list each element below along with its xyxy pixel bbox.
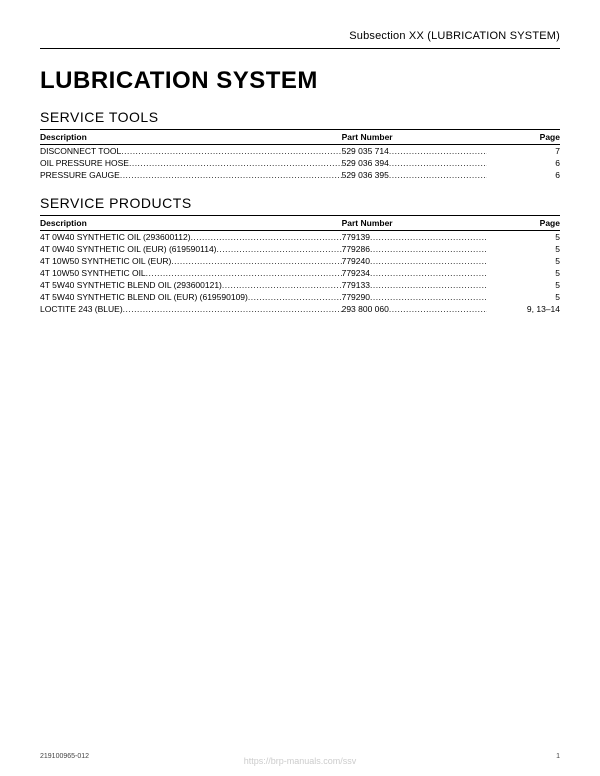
products-table: Description Part Number Page 4T 0W40 SYN…	[40, 215, 560, 315]
row-page: 5	[487, 256, 560, 266]
row-part-number: 293 800 060	[342, 304, 389, 314]
leader	[370, 256, 487, 266]
col-part-label: Part Number	[342, 218, 488, 228]
leader	[370, 292, 487, 302]
leader	[129, 158, 342, 168]
table-row: 4T 0W40 SYNTHETIC OIL (EUR) (619590114) 7…	[40, 243, 560, 255]
section-heading-products: SERVICE PRODUCTS	[40, 195, 560, 211]
table-row: 4T 10W50 SYNTHETIC OIL (EUR) 779240 5	[40, 255, 560, 267]
row-description: DISCONNECT TOOL	[40, 146, 121, 156]
leader	[146, 268, 342, 278]
header-rule	[40, 48, 560, 49]
row-part-number: 529 035 714	[342, 146, 389, 156]
row-page: 5	[487, 292, 560, 302]
leader	[121, 146, 341, 156]
row-page: 5	[487, 280, 560, 290]
table-row: 4T 5W40 SYNTHETIC BLEND OIL (293600121) 7…	[40, 279, 560, 291]
leader	[370, 244, 487, 254]
row-part-number: 779240	[342, 256, 370, 266]
leader	[217, 244, 342, 254]
row-page: 5	[487, 244, 560, 254]
leader	[370, 232, 487, 242]
row-description: LOCTITE 243 (BLUE)	[40, 304, 123, 314]
row-description: 4T 0W40 SYNTHETIC OIL (EUR) (619590114)	[40, 244, 217, 254]
leader	[370, 268, 487, 278]
products-table-header: Description Part Number Page	[40, 215, 560, 231]
tools-table-header: Description Part Number Page	[40, 129, 560, 145]
row-page: 5	[487, 232, 560, 242]
leader	[370, 280, 487, 290]
leader	[389, 170, 487, 180]
leader	[389, 146, 487, 156]
col-part-label: Part Number	[342, 132, 488, 142]
col-page-label: Page	[487, 132, 560, 142]
row-part-number: 529 036 394	[342, 158, 389, 168]
row-page: 7	[487, 146, 560, 156]
row-part-number: 779133	[342, 280, 370, 290]
subsection-header: Subsection XX (LUBRICATION SYSTEM)	[40, 30, 560, 42]
page-title: LUBRICATION SYSTEM	[40, 67, 560, 95]
leader	[171, 256, 341, 266]
col-desc-label: Description	[40, 218, 342, 228]
table-row: LOCTITE 243 (BLUE) 293 800 060 9, 13–14	[40, 303, 560, 315]
leader	[123, 304, 342, 314]
table-row: OIL PRESSURE HOSE 529 036 394 6	[40, 157, 560, 169]
tools-table: Description Part Number Page DISCONNECT …	[40, 129, 560, 181]
row-part-number: 779290	[342, 292, 370, 302]
row-part-number: 779286	[342, 244, 370, 254]
leader	[389, 158, 487, 168]
col-desc-label: Description	[40, 132, 342, 142]
row-part-number: 779234	[342, 268, 370, 278]
table-row: 4T 10W50 SYNTHETIC OIL 779234 5	[40, 267, 560, 279]
leader	[120, 170, 342, 180]
table-row: 4T 0W40 SYNTHETIC OIL (293600112) 779139 5	[40, 231, 560, 243]
row-description: PRESSURE GAUGE	[40, 170, 120, 180]
row-description: 4T 10W50 SYNTHETIC OIL	[40, 268, 146, 278]
row-description: 4T 10W50 SYNTHETIC OIL (EUR)	[40, 256, 171, 266]
leader	[248, 292, 342, 302]
row-description: 4T 5W40 SYNTHETIC BLEND OIL (EUR) (61959…	[40, 292, 248, 302]
row-page: 5	[487, 268, 560, 278]
row-part-number: 779139	[342, 232, 370, 242]
col-page-label: Page	[487, 218, 560, 228]
row-part-number: 529 036 395	[342, 170, 389, 180]
row-page: 6	[487, 170, 560, 180]
table-row: PRESSURE GAUGE 529 036 395 6	[40, 169, 560, 181]
leader	[389, 304, 487, 314]
row-description: 4T 0W40 SYNTHETIC OIL (293600112)	[40, 232, 191, 242]
table-row: DISCONNECT TOOL 529 035 714 7	[40, 145, 560, 157]
watermark: https://brp-manuals.com/ssv	[0, 756, 600, 766]
leader	[222, 280, 342, 290]
row-description: OIL PRESSURE HOSE	[40, 158, 129, 168]
row-page: 6	[487, 158, 560, 168]
leader	[191, 232, 342, 242]
table-row: 4T 5W40 SYNTHETIC BLEND OIL (EUR) (61959…	[40, 291, 560, 303]
row-page: 9, 13–14	[487, 304, 560, 314]
row-description: 4T 5W40 SYNTHETIC BLEND OIL (293600121)	[40, 280, 222, 290]
section-heading-tools: SERVICE TOOLS	[40, 109, 560, 125]
